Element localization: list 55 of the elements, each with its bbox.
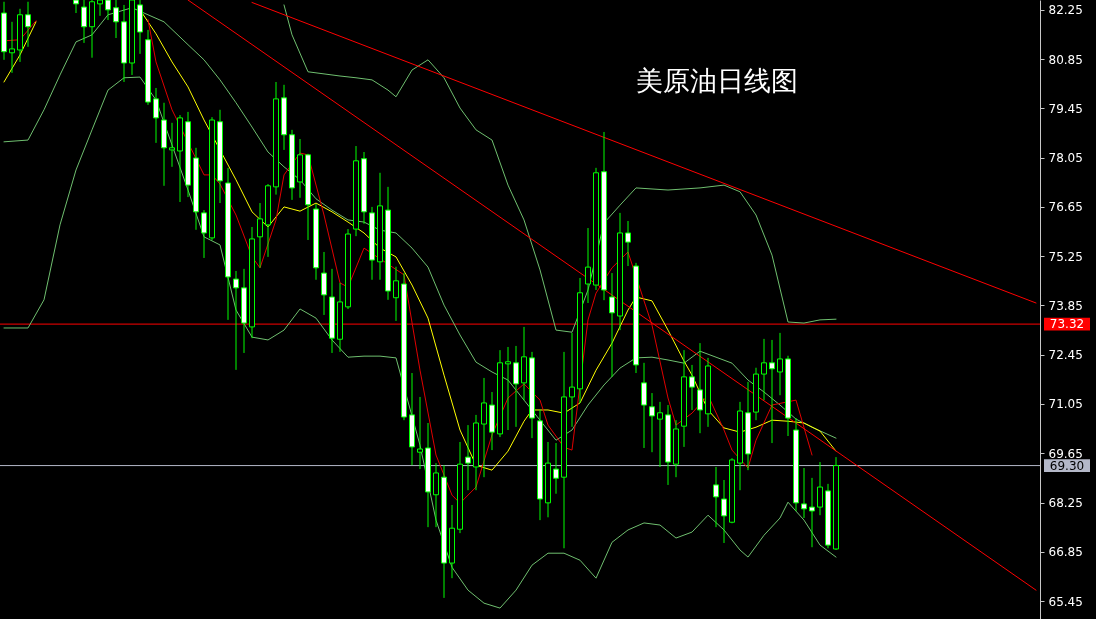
candlestick (569, 332, 575, 428)
candlestick (481, 377, 487, 478)
candlestick (817, 461, 823, 516)
candlestick (321, 251, 327, 316)
candlestick (649, 392, 655, 453)
ref-line-label: 69.30 (1049, 458, 1085, 473)
y-tick-label: 69.65 (1048, 446, 1083, 461)
y-tick-label: 71.05 (1048, 397, 1083, 412)
candlestick (585, 227, 591, 304)
candlestick (657, 401, 663, 468)
y-tick-label: 73.85 (1048, 298, 1083, 313)
candlestick (433, 462, 439, 528)
candlestick (73, 0, 79, 14)
line-series (283, 4, 837, 333)
line-series (3, 7, 837, 441)
candlestick (81, 0, 87, 44)
y-tick-label: 78.05 (1048, 151, 1083, 166)
ref-line-label: 73.32 (1049, 317, 1085, 332)
candlestick (169, 122, 175, 168)
candlestick (769, 339, 775, 444)
candlestick (257, 202, 263, 269)
y-tick-label: 65.45 (1048, 594, 1083, 609)
candlestick (609, 272, 615, 378)
candlestick (25, 1, 31, 48)
candlestick (689, 364, 695, 411)
candlestick (113, 0, 119, 39)
candlestick (641, 362, 647, 449)
candlestick (777, 332, 783, 396)
candlestick (153, 87, 159, 144)
candlestick (465, 424, 471, 491)
candlestick (801, 467, 807, 519)
candlestick (697, 342, 703, 434)
y-tick-label: 75.25 (1048, 249, 1083, 264)
y-tick-label: 82.25 (1048, 3, 1083, 18)
candlestick (713, 466, 719, 528)
candlestick (105, 0, 111, 21)
text: 美原油日线图 (636, 65, 798, 96)
candlestick (505, 346, 511, 431)
candlestick (553, 442, 559, 495)
candlestick (721, 479, 727, 544)
candlestick (393, 266, 399, 322)
candlestick (9, 21, 15, 74)
candlestick (809, 477, 815, 548)
y-tick-label: 66.85 (1048, 545, 1083, 560)
y-tick-label: 80.85 (1048, 52, 1083, 67)
candlestick (761, 338, 767, 401)
candlestick (513, 345, 519, 428)
y-tick-label: 68.25 (1048, 496, 1083, 511)
y-tick-label: 76.65 (1048, 200, 1083, 215)
candlestick (417, 396, 423, 470)
candlestick (233, 270, 239, 371)
candlestick (201, 209, 207, 259)
candlestick (625, 220, 631, 267)
y-tick-label: 79.45 (1048, 101, 1083, 116)
y-tick-label: 72.45 (1048, 348, 1083, 363)
